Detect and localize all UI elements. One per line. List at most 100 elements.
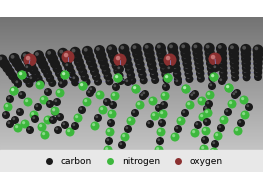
Bar xyxy=(0,22,263,23)
Circle shape xyxy=(185,66,188,69)
Bar xyxy=(0,116,263,117)
Circle shape xyxy=(206,50,210,53)
Circle shape xyxy=(15,125,18,128)
Circle shape xyxy=(38,60,48,70)
Circle shape xyxy=(128,77,136,85)
Bar xyxy=(0,59,263,60)
Circle shape xyxy=(71,122,79,130)
Bar xyxy=(0,35,263,36)
Circle shape xyxy=(0,57,2,60)
Bar xyxy=(0,82,263,83)
Circle shape xyxy=(113,66,122,75)
Circle shape xyxy=(48,79,56,87)
Bar xyxy=(0,73,263,74)
Circle shape xyxy=(57,74,66,82)
Circle shape xyxy=(26,126,34,134)
Circle shape xyxy=(64,53,68,57)
Bar xyxy=(0,37,263,38)
Circle shape xyxy=(174,125,182,133)
Circle shape xyxy=(60,70,69,80)
Circle shape xyxy=(255,51,258,55)
Circle shape xyxy=(4,65,8,68)
Circle shape xyxy=(47,101,50,104)
Bar xyxy=(0,151,263,152)
Bar xyxy=(0,81,263,82)
Circle shape xyxy=(233,89,241,97)
Circle shape xyxy=(102,67,111,76)
Circle shape xyxy=(232,70,235,73)
Bar xyxy=(0,105,263,106)
Circle shape xyxy=(203,128,206,131)
Circle shape xyxy=(244,70,247,73)
Bar xyxy=(0,33,263,34)
Circle shape xyxy=(125,62,128,65)
Circle shape xyxy=(107,79,110,81)
Circle shape xyxy=(182,50,186,53)
Circle shape xyxy=(7,69,10,72)
Circle shape xyxy=(242,64,251,73)
Circle shape xyxy=(154,155,162,163)
Circle shape xyxy=(51,108,59,116)
Circle shape xyxy=(253,49,263,60)
Circle shape xyxy=(104,99,107,102)
Bar xyxy=(0,30,263,31)
Circle shape xyxy=(146,54,156,64)
Circle shape xyxy=(37,57,41,60)
Circle shape xyxy=(180,48,191,58)
Circle shape xyxy=(161,70,170,79)
Circle shape xyxy=(195,55,199,58)
Circle shape xyxy=(157,138,160,141)
Bar xyxy=(0,115,263,116)
Circle shape xyxy=(78,81,88,91)
Circle shape xyxy=(66,65,69,68)
Circle shape xyxy=(164,53,176,67)
Circle shape xyxy=(163,72,166,75)
Circle shape xyxy=(206,45,210,49)
Circle shape xyxy=(67,68,75,77)
Circle shape xyxy=(123,57,127,60)
Circle shape xyxy=(55,127,58,130)
Circle shape xyxy=(235,128,238,131)
Circle shape xyxy=(39,95,48,105)
Circle shape xyxy=(255,60,258,64)
Circle shape xyxy=(209,156,217,164)
Circle shape xyxy=(54,65,58,69)
Circle shape xyxy=(253,54,263,64)
Circle shape xyxy=(220,74,228,82)
Circle shape xyxy=(167,43,178,53)
Circle shape xyxy=(34,103,42,111)
Circle shape xyxy=(50,59,60,69)
Circle shape xyxy=(27,81,30,84)
Circle shape xyxy=(50,80,53,83)
Circle shape xyxy=(201,136,209,144)
Circle shape xyxy=(205,53,215,63)
Bar xyxy=(0,147,263,148)
Circle shape xyxy=(82,74,85,77)
Circle shape xyxy=(7,121,10,124)
Circle shape xyxy=(64,63,74,73)
Circle shape xyxy=(28,63,32,66)
Circle shape xyxy=(230,59,239,68)
Circle shape xyxy=(11,88,14,91)
Circle shape xyxy=(23,98,33,106)
Circle shape xyxy=(73,80,75,83)
Circle shape xyxy=(83,78,90,86)
Circle shape xyxy=(16,81,18,84)
Bar xyxy=(0,99,263,100)
Circle shape xyxy=(225,84,234,92)
Circle shape xyxy=(103,98,111,106)
Circle shape xyxy=(23,53,27,57)
Circle shape xyxy=(107,138,109,141)
Circle shape xyxy=(120,49,130,60)
Circle shape xyxy=(16,108,24,116)
Circle shape xyxy=(16,80,18,83)
Circle shape xyxy=(171,59,180,68)
Circle shape xyxy=(31,67,34,70)
Circle shape xyxy=(199,98,202,101)
Circle shape xyxy=(206,101,209,104)
Circle shape xyxy=(47,76,50,79)
Circle shape xyxy=(196,69,204,78)
Circle shape xyxy=(199,112,208,122)
Bar xyxy=(0,66,263,67)
Circle shape xyxy=(174,75,182,83)
